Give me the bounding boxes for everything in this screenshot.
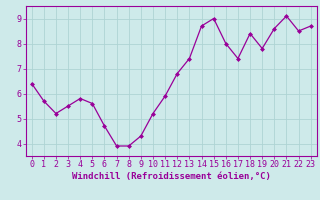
X-axis label: Windchill (Refroidissement éolien,°C): Windchill (Refroidissement éolien,°C) (72, 172, 271, 181)
